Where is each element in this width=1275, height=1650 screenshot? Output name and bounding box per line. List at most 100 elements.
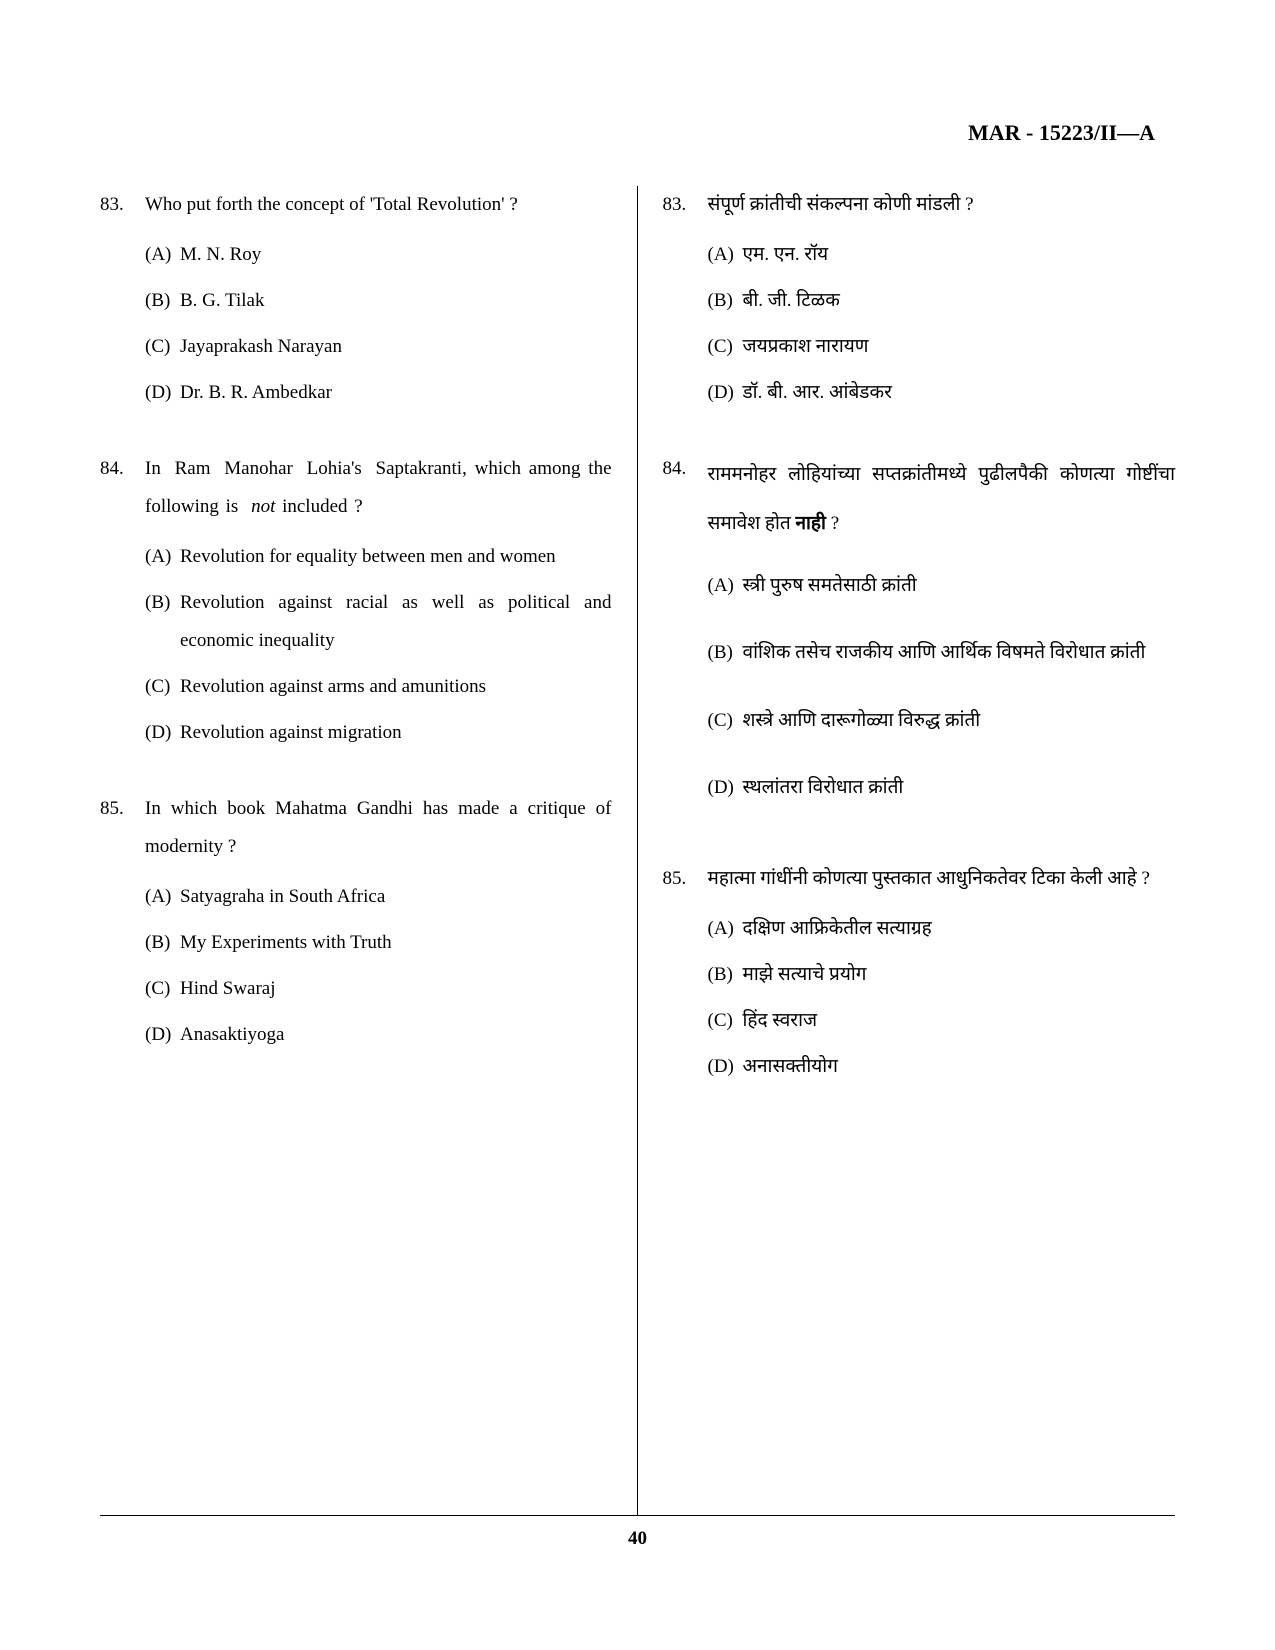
option-c: (C) शस्त्रे आणि दारूगोळ्या विरुद्ध क्रां… <box>708 696 1176 745</box>
option-label: (C) <box>145 668 180 706</box>
question-84-en: 84. In Ram Manohar Lohia's Saptakranti, … <box>100 450 612 760</box>
option-d: (D) स्थलांतरा विरोधात क्रांती <box>708 763 1176 812</box>
question-number: 85. <box>663 860 708 1094</box>
question-number: 83. <box>100 186 145 420</box>
option-c: (C) हिंद स्वराज <box>708 1002 1176 1040</box>
option-text: Satyagraha in South Africa <box>180 878 612 916</box>
question-85-mr: 85. महात्मा गांधींनी कोणत्या पुस्तकात आध… <box>663 860 1176 1094</box>
question-84-mr: 84. राममनोहर लोहियांच्या सप्तक्रांतीमध्य… <box>663 450 1176 830</box>
option-a: (A) स्त्री पुरुष समतेसाठी क्रांती <box>708 561 1176 610</box>
option-d: (D) Revolution against migration <box>145 714 612 752</box>
option-label: (A) <box>708 910 743 948</box>
option-text: Revolution for equality between men and … <box>180 538 612 576</box>
question-83-en: 83. Who put forth the concept of 'Total … <box>100 186 612 420</box>
option-d: (D) अनासक्तीयोग <box>708 1048 1176 1086</box>
option-b: (B) माझे सत्याचे प्रयोग <box>708 956 1176 994</box>
question-number: 83. <box>663 186 708 420</box>
question-text: राममनोहर लोहियांच्या सप्तक्रांतीमध्ये पु… <box>708 450 1176 549</box>
option-text: Revolution against racial as well as pol… <box>180 584 612 660</box>
option-label: (B) <box>145 584 180 660</box>
option-c: (C) Revolution against arms and amunitio… <box>145 668 612 706</box>
content-area: 83. Who put forth the concept of 'Total … <box>100 186 1175 1516</box>
option-label: (A) <box>145 538 180 576</box>
question-number: 85. <box>100 790 145 1062</box>
option-label: (B) <box>708 628 743 677</box>
option-a: (A) एम. एन. रॉय <box>708 236 1176 274</box>
option-b: (B) Revolution against racial as well as… <box>145 584 612 660</box>
option-text: शस्त्रे आणि दारूगोळ्या विरुद्ध क्रांती <box>743 696 1176 745</box>
option-b: (B) बी. जी. टिळक <box>708 282 1176 320</box>
option-text: Jayaprakash Narayan <box>180 328 612 366</box>
option-label: (C) <box>708 328 743 366</box>
option-label: (A) <box>145 878 180 916</box>
option-text: वांशिक तसेच राजकीय आणि आर्थिक विषमते विर… <box>743 628 1176 677</box>
text-part: In Ram Manohar Lohia's <box>145 458 362 479</box>
page-header: MAR - 15223/II—A <box>100 120 1175 146</box>
option-text: माझे सत्याचे प्रयोग <box>743 956 1176 994</box>
option-label: (D) <box>708 1048 743 1086</box>
question-number: 84. <box>663 450 708 830</box>
option-label: (A) <box>708 561 743 610</box>
option-a: (A) Revolution for equality between men … <box>145 538 612 576</box>
option-text: Anasaktiyoga <box>180 1016 612 1054</box>
option-text: B. G. Tilak <box>180 282 612 320</box>
option-text: Dr. B. R. Ambedkar <box>180 374 612 412</box>
option-label: (B) <box>145 282 180 320</box>
option-text: अनासक्तीयोग <box>743 1048 1176 1086</box>
option-text: हिंद स्वराज <box>743 1002 1176 1040</box>
options-list: (A) स्त्री पुरुष समतेसाठी क्रांती (B) वा… <box>708 561 1176 813</box>
option-text: डॉ. बी. आर. आंबेडकर <box>743 374 1176 412</box>
question-text: Who put forth the concept of 'Total Revo… <box>145 186 612 224</box>
text-part: included ? <box>275 496 362 517</box>
option-text: एम. एन. रॉय <box>743 236 1176 274</box>
option-c: (C) जयप्रकाश नारायण <box>708 328 1176 366</box>
option-a: (A) Satyagraha in South Africa <box>145 878 612 916</box>
question-text: In which book Mahatma Gandhi has made a … <box>145 790 612 866</box>
option-b: (B) वांशिक तसेच राजकीय आणि आर्थिक विषमते… <box>708 628 1176 677</box>
column-english: 83. Who put forth the concept of 'Total … <box>100 186 638 1515</box>
option-text: जयप्रकाश नारायण <box>743 328 1176 366</box>
question-83-mr: 83. संपूर्ण क्रांतीची संकल्पना कोणी मांड… <box>663 186 1176 420</box>
question-body: In Ram Manohar Lohia's Saptakranti, whic… <box>145 450 612 760</box>
option-label: (A) <box>145 236 180 274</box>
option-label: (B) <box>145 924 180 962</box>
option-d: (D) Anasaktiyoga <box>145 1016 612 1054</box>
question-number: 84. <box>100 450 145 760</box>
option-b: (B) My Experiments with Truth <box>145 924 612 962</box>
option-c: (C) Jayaprakash Narayan <box>145 328 612 366</box>
option-text: Revolution against migration <box>180 714 612 752</box>
text-part: राममनोहर लोहियांच्या सप्तक्रांतीमध्ये पु… <box>708 464 1176 534</box>
option-label: (B) <box>708 282 743 320</box>
option-text: Hind Swaraj <box>180 970 612 1008</box>
text-italic: not <box>251 496 275 517</box>
option-a: (A) M. N. Roy <box>145 236 612 274</box>
question-body: In which book Mahatma Gandhi has made a … <box>145 790 612 1062</box>
option-c: (C) Hind Swaraj <box>145 970 612 1008</box>
page-number: 40 <box>100 1528 1175 1550</box>
column-marathi: 83. संपूर्ण क्रांतीची संकल्पना कोणी मांड… <box>638 186 1176 1515</box>
option-label: (C) <box>708 696 743 745</box>
option-text: दक्षिण आफ्रिकेतील सत्याग्रह <box>743 910 1176 948</box>
question-body: महात्मा गांधींनी कोणत्या पुस्तकात आधुनिक… <box>708 860 1176 1094</box>
question-text: In Ram Manohar Lohia's Saptakranti, whic… <box>145 450 612 526</box>
option-text: बी. जी. टिळक <box>743 282 1176 320</box>
options-list: (A) एम. एन. रॉय (B) बी. जी. टिळक (C) जयप… <box>708 236 1176 412</box>
option-text: M. N. Roy <box>180 236 612 274</box>
option-label: (D) <box>145 1016 180 1054</box>
question-text: महात्मा गांधींनी कोणत्या पुस्तकात आधुनिक… <box>708 860 1176 898</box>
option-label: (D) <box>708 374 743 412</box>
option-label: (C) <box>145 328 180 366</box>
option-label: (B) <box>708 956 743 994</box>
question-85-en: 85. In which book Mahatma Gandhi has mad… <box>100 790 612 1062</box>
question-body: Who put forth the concept of 'Total Revo… <box>145 186 612 420</box>
option-label: (D) <box>145 714 180 752</box>
option-d: (D) डॉ. बी. आर. आंबेडकर <box>708 374 1176 412</box>
option-label: (C) <box>708 1002 743 1040</box>
options-list: (A) दक्षिण आफ्रिकेतील सत्याग्रह (B) माझे… <box>708 910 1176 1086</box>
question-text: संपूर्ण क्रांतीची संकल्पना कोणी मांडली ? <box>708 186 1176 224</box>
option-d: (D) Dr. B. R. Ambedkar <box>145 374 612 412</box>
option-text: स्त्री पुरुष समतेसाठी क्रांती <box>743 561 1176 610</box>
option-text: My Experiments with Truth <box>180 924 612 962</box>
option-text: स्थलांतरा विरोधात क्रांती <box>743 763 1176 812</box>
question-body: राममनोहर लोहियांच्या सप्तक्रांतीमध्ये पु… <box>708 450 1176 830</box>
